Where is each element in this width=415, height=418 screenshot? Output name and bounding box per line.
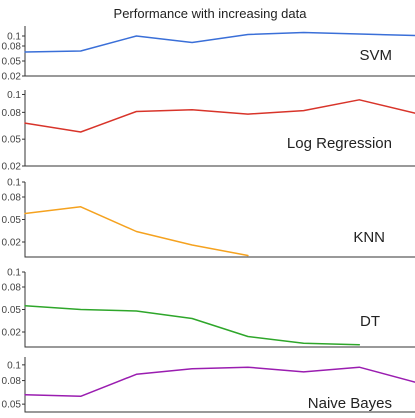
series-line <box>24 366 415 398</box>
y-tick-label: 0.1 <box>7 90 21 101</box>
y-tick-label: 0.08 <box>2 193 22 204</box>
y-tick-label: 0.05 <box>2 215 22 226</box>
series-line <box>24 206 249 257</box>
y-tick-label: 0.02 <box>2 328 22 339</box>
y-tick-label: 0.05 <box>2 400 22 411</box>
series-line <box>24 305 361 346</box>
y-tick-label: 0.02 <box>2 162 22 173</box>
y-tick-label: 0.02 <box>2 238 22 249</box>
y-tick-label: 0.08 <box>2 376 22 387</box>
axis <box>24 182 415 258</box>
y-tick-label: 0.1 <box>7 32 21 43</box>
panel-4: 0.1 0.08 0.05 Naive Bayes <box>2 357 415 413</box>
y-tick-label: 0.1 <box>7 268 21 279</box>
axis <box>24 357 415 413</box>
panel-2: 0.1 0.08 0.05 0.02 KNN <box>2 178 415 258</box>
y-tick-label: 0.08 <box>2 283 22 294</box>
panel-label: Log Regression <box>287 135 392 152</box>
y-tick-label: 0.05 <box>2 305 22 316</box>
y-tick-label: 0.1 <box>7 178 21 189</box>
y-tick-label: 0.1 <box>7 360 21 371</box>
y-tick-label: 0.02 <box>2 72 22 83</box>
panel-label: KNN <box>353 229 385 246</box>
y-tick-label: 0.05 <box>2 135 22 146</box>
series-line <box>24 31 415 53</box>
panel-3: 0.1 0.08 0.05 0.02 DT <box>2 268 415 348</box>
panel-1: 0.1 0.08 0.05 0.02 Log Regression <box>2 90 415 173</box>
axis <box>24 272 415 348</box>
panel-label: SVM <box>359 47 392 64</box>
chart-title: Performance with increasing data <box>114 6 308 21</box>
series-line <box>24 99 415 133</box>
y-tick-label: 0.05 <box>2 57 22 68</box>
panel-label: DT <box>360 313 380 330</box>
panel-label: Naive Bayes <box>308 395 392 412</box>
y-tick-label: 0.08 <box>2 42 22 53</box>
axis <box>24 90 415 167</box>
y-tick-label: 0.08 <box>2 108 22 119</box>
panel-0: 0.10.08 0.05 0.02 SVM <box>2 26 415 83</box>
